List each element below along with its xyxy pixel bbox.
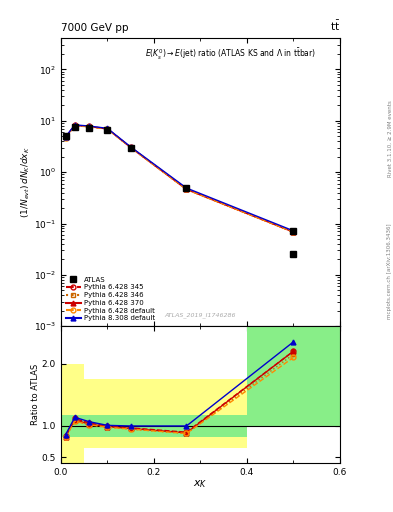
Text: mcplots.cern.ch [arXiv:1306.3436]: mcplots.cern.ch [arXiv:1306.3436] <box>387 224 392 319</box>
Bar <box>247 326 340 426</box>
Y-axis label: $(1/N_{evt})\,dN_K/dx_K$: $(1/N_{evt})\,dN_K/dx_K$ <box>20 146 32 218</box>
Text: 7000 GeV pp: 7000 GeV pp <box>61 23 129 33</box>
Legend: ATLAS, Pythia 6.428 345, Pythia 6.428 346, Pythia 6.428 370, Pythia 6.428 defaul: ATLAS, Pythia 6.428 345, Pythia 6.428 34… <box>64 275 156 323</box>
Bar <box>61 415 70 437</box>
Text: $\mathrm{t\bar{t}}$: $\mathrm{t\bar{t}}$ <box>330 19 340 33</box>
Text: $E(K^0_s) \rightarrow E(\mathrm{jet})$ ratio (ATLAS KS and $\Lambda$ in t$\bar{\: $E(K^0_s) \rightarrow E(\mathrm{jet})$ r… <box>145 47 316 62</box>
Bar <box>70 364 84 463</box>
Bar <box>84 415 103 437</box>
Bar <box>103 415 145 437</box>
Bar <box>145 415 247 437</box>
Bar <box>84 379 103 448</box>
Text: Rivet 3.1.10, ≥ 2.9M events: Rivet 3.1.10, ≥ 2.9M events <box>387 100 392 177</box>
Bar <box>61 364 70 463</box>
Bar <box>145 379 247 448</box>
Y-axis label: Ratio to ATLAS: Ratio to ATLAS <box>31 364 40 425</box>
Bar <box>103 379 145 448</box>
Bar <box>247 326 340 426</box>
Bar <box>70 415 84 437</box>
Text: ATLAS_2019_I1746286: ATLAS_2019_I1746286 <box>165 312 236 317</box>
X-axis label: $x_K$: $x_K$ <box>193 479 208 490</box>
